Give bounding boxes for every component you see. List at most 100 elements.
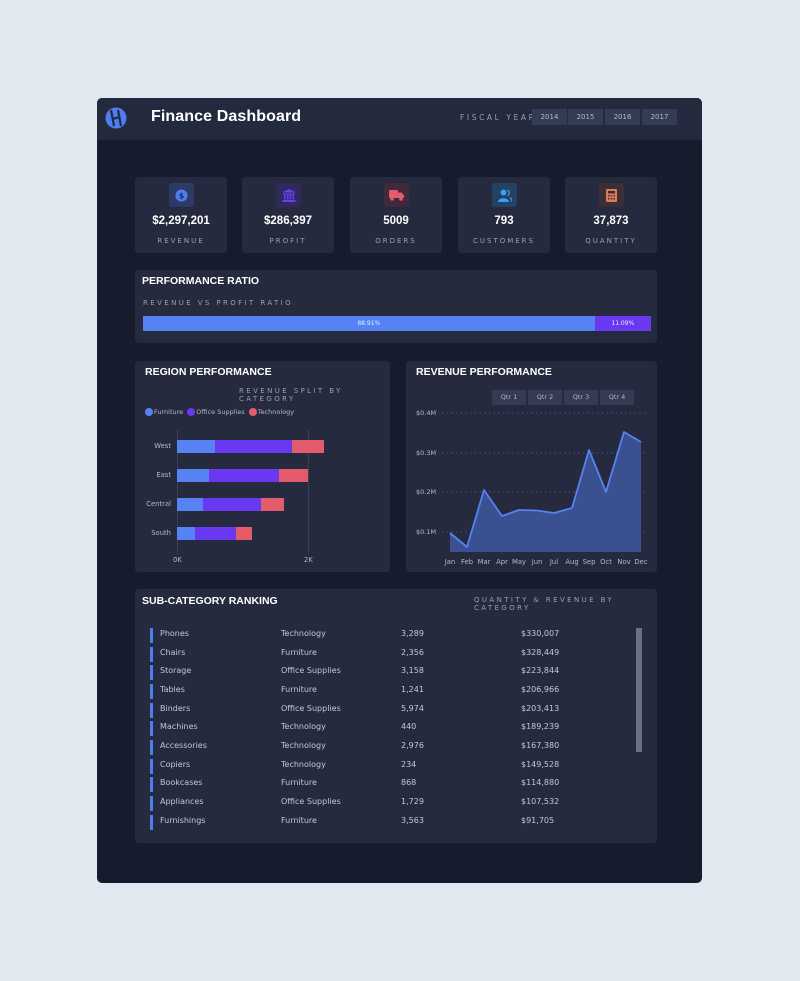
- bar-segment-technology: [261, 498, 284, 511]
- x-axis-tick: 0K: [173, 556, 182, 564]
- kpi-label: CUSTOMERS: [472, 237, 535, 245]
- quantity-value: 440: [401, 722, 417, 731]
- legend-item-technology[interactable]: Technology: [248, 408, 295, 416]
- legend-item-furniture[interactable]: Furniture: [145, 408, 183, 416]
- x-axis-tick: 2K: [304, 556, 313, 564]
- row-marker: [150, 796, 153, 811]
- revenue-value: $167,380: [521, 741, 560, 750]
- revenue-value: $328,449: [521, 648, 560, 657]
- table-row[interactable]: Phones Technology 3,289 $330,007: [150, 627, 620, 643]
- category-name: Furniture: [281, 778, 317, 787]
- kpi-value: 793: [494, 215, 514, 227]
- table-row[interactable]: Storage Office Supplies 3,158 $223,844: [150, 664, 620, 680]
- revenue-value: $91,705: [521, 816, 555, 825]
- table-row[interactable]: Machines Technology 440 $189,239: [150, 720, 620, 736]
- bar-segment-office-supplies: [209, 469, 279, 482]
- quantity-value: 234: [401, 760, 417, 769]
- quantity-value: 3,158: [401, 666, 424, 675]
- truck-icon: [384, 183, 409, 207]
- legend-item-office-supplies[interactable]: Office Supplies: [187, 408, 245, 416]
- year-button-2016[interactable]: 2016: [605, 109, 640, 125]
- table-row[interactable]: Chairs Furniture 2,356 $328,449: [150, 646, 620, 662]
- sub-category-name: Tables: [160, 685, 185, 694]
- quarter-button-4[interactable]: Qtr 4: [600, 390, 634, 405]
- x-axis-tick: Jan: [444, 558, 456, 566]
- svg-text:$: $: [179, 191, 185, 200]
- ratio-bar: 88.91% 11.09%: [143, 316, 651, 331]
- section-subtitle: REVENUE VS PROFIT RATIO: [143, 299, 294, 307]
- quarter-button-3[interactable]: Qtr 3: [564, 390, 598, 405]
- bar-segment-furniture: [177, 440, 215, 453]
- kpi-card-orders: 5009 ORDERS: [350, 177, 442, 253]
- legend-label: Office Supplies: [196, 408, 245, 416]
- bar-segment-technology: [292, 440, 324, 453]
- section-title: REVENUE PERFORMANCE: [416, 366, 552, 378]
- category-name: Furniture: [281, 816, 317, 825]
- kpi-value: $2,297,201: [152, 215, 210, 227]
- quarter-button-1[interactable]: Qtr 1: [492, 390, 526, 405]
- kpi-value: 5009: [383, 215, 409, 227]
- x-axis-tick: Oct: [600, 558, 612, 566]
- users-icon: [492, 183, 517, 207]
- table-row[interactable]: Copiers Technology 234 $149,528: [150, 758, 620, 774]
- y-axis-tick: $0.3M: [416, 449, 437, 457]
- table-row[interactable]: Appliances Office Supplies 1,729 $107,532: [150, 795, 620, 811]
- revenue-value: $149,528: [521, 760, 560, 769]
- kpi-card-customers: 793 CUSTOMERS: [458, 177, 550, 253]
- row-marker: [150, 647, 153, 662]
- table-row[interactable]: Bookcases Furniture 868 $114,880: [150, 776, 620, 792]
- quarter-button-2[interactable]: Qtr 2: [528, 390, 562, 405]
- kpi-label: REVENUE: [157, 237, 205, 245]
- revenue-value: $114,880: [521, 778, 560, 787]
- y-axis-tick: $0.1M: [416, 528, 437, 536]
- quantity-value: 1,729: [401, 797, 424, 806]
- x-axis-tick: Mar: [477, 558, 491, 566]
- table-row[interactable]: Accessories Technology 2,976 $167,380: [150, 739, 620, 755]
- kpi-value: $286,397: [264, 215, 312, 227]
- row-marker: [150, 740, 153, 755]
- x-axis-tick: Aug: [565, 558, 579, 566]
- sub-category-name: Appliances: [160, 797, 204, 806]
- bar-segment-technology: [236, 527, 252, 540]
- quantity-value: 3,289: [401, 629, 424, 638]
- x-axis-tick: Sep: [582, 558, 596, 566]
- year-button-2014[interactable]: 2014: [532, 109, 567, 125]
- dashboard-frame: Finance Dashboard FISCAL YEAR 2014 2015 …: [97, 98, 702, 883]
- revenue-value: $330,007: [521, 629, 560, 638]
- category-name: Technology: [281, 629, 326, 638]
- section-title: PERFORMANCE RATIO: [142, 275, 260, 287]
- bar-segment-technology: [279, 469, 308, 482]
- dollar-coin-icon: $: [169, 183, 194, 207]
- section-subtitle: QUANTITY & REVENUE BY CATEGORY: [474, 596, 615, 612]
- kpi-value: 37,873: [593, 215, 629, 227]
- region-performance-card: REGION PERFORMANCE REVENUE SPLIT BY CATE…: [135, 361, 390, 572]
- scrollbar[interactable]: [636, 628, 642, 752]
- x-axis-tick: Feb: [460, 558, 474, 566]
- year-button-2015[interactable]: 2015: [568, 109, 603, 125]
- legend-label: Technology: [257, 408, 295, 416]
- bar-segment-office-supplies: [203, 498, 261, 511]
- table-row[interactable]: Binders Office Supplies 5,974 $203,413: [150, 702, 620, 718]
- category-name: Furniture: [281, 648, 317, 657]
- region-label: Central: [146, 500, 171, 508]
- x-axis-tick: Jul: [549, 558, 559, 566]
- bar-west[interactable]: [177, 440, 324, 453]
- row-marker: [150, 628, 153, 643]
- bank-icon: [276, 183, 301, 207]
- x-axis-tick: Apr: [496, 558, 508, 566]
- year-button-2017[interactable]: 2017: [642, 109, 677, 125]
- legend-label: Furniture: [154, 408, 184, 416]
- top-bar: Finance Dashboard FISCAL YEAR 2014 2015 …: [97, 98, 702, 140]
- calculator-icon: [599, 183, 624, 207]
- table-row[interactable]: Furnishings Furniture 3,563 $91,705: [150, 814, 620, 830]
- revenue-value: $107,532: [521, 797, 560, 806]
- bar-south[interactable]: [177, 527, 252, 540]
- bar-east[interactable]: [177, 469, 308, 482]
- grid-line: [177, 431, 178, 554]
- y-axis-tick: $0.4M: [416, 409, 437, 417]
- bar-central[interactable]: [177, 498, 284, 511]
- kpi-card-profit: $286,397 PROFIT: [242, 177, 334, 253]
- sub-category-name: Furnishings: [160, 816, 206, 825]
- table-row[interactable]: Tables Furniture 1,241 $206,966: [150, 683, 620, 699]
- x-axis-tick: Jun: [531, 558, 543, 566]
